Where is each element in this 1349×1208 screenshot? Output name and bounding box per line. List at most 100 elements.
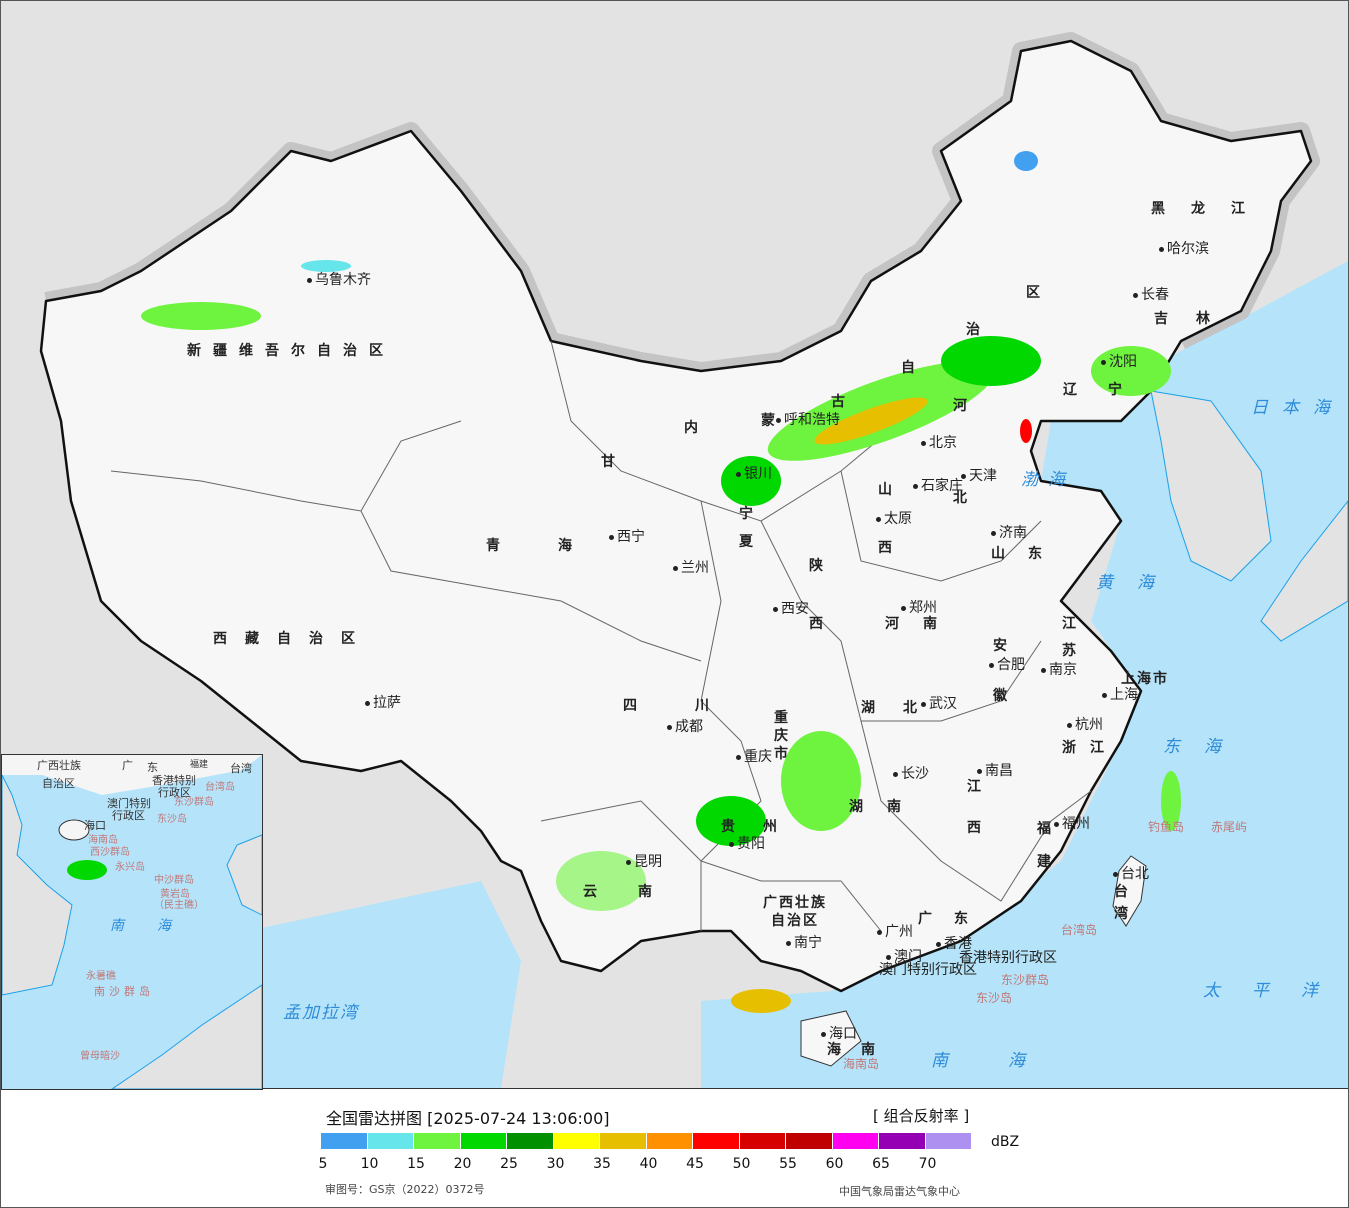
inset-label: 中沙群岛: [154, 875, 194, 886]
province-label: 江: [1090, 740, 1116, 756]
province-label: 川: [695, 698, 721, 714]
city-label[interactable]: 重庆: [736, 746, 772, 766]
city-label[interactable]: 武汉: [921, 693, 957, 713]
product-name: [ 组合反射率 ]: [873, 1107, 970, 1125]
color-scale-tick-label: 15: [407, 1156, 425, 1172]
city-label[interactable]: 台北: [1113, 863, 1149, 883]
city-label[interactable]: 福州: [1054, 813, 1090, 833]
city-label[interactable]: 北京: [921, 432, 957, 452]
inset-label: 东沙群岛: [174, 797, 214, 808]
city-label[interactable]: 拉萨: [365, 692, 401, 712]
city-label[interactable]: 贵阳: [729, 833, 765, 853]
island-label: 台湾岛: [1061, 923, 1098, 937]
color-scale-segment: [507, 1133, 554, 1149]
city-label[interactable]: 兰州: [673, 557, 709, 577]
province-label: 黑: [1151, 201, 1177, 217]
province-label: 龙: [1191, 201, 1217, 217]
inset-label: 广: [122, 759, 133, 772]
color-scale-tick-label: 30: [546, 1156, 565, 1172]
province-label: 江: [1231, 201, 1257, 217]
color-scale-segment: [693, 1133, 740, 1149]
province-label: 区: [1026, 285, 1052, 301]
sea-label: 孟加拉湾: [283, 1003, 359, 1023]
island-label: 东沙岛: [976, 991, 1013, 1005]
city-label[interactable]: 石家庄: [913, 475, 963, 495]
city-label[interactable]: 沈阳: [1101, 351, 1137, 371]
province-label: 海: [558, 538, 584, 554]
color-scale-segment: [553, 1133, 600, 1149]
color-scale-segment: [600, 1133, 647, 1149]
city-label[interactable]: 南昌: [977, 760, 1013, 780]
city-label[interactable]: 哈尔滨: [1159, 238, 1209, 258]
city-label[interactable]: 广州: [877, 921, 913, 941]
province-label: 山: [878, 482, 904, 498]
city-label[interactable]: 长春: [1133, 284, 1169, 304]
color-scale-tick-label: 70: [918, 1156, 937, 1172]
city-label[interactable]: 杭州: [1067, 714, 1103, 734]
color-scale-tick-label: 10: [360, 1156, 379, 1172]
province-label: 新疆维吾尔自治区: [187, 343, 395, 359]
province-label: 山: [991, 546, 1017, 562]
color-scale-tick-label: 25: [500, 1156, 518, 1172]
province-label: 市: [774, 746, 800, 762]
province-label: 南: [638, 884, 664, 900]
radar-map[interactable]: 新疆维吾尔自治区 西藏自治区 青 海 甘 内 蒙 古 自 治 区 黑 龙 江 吉…: [1, 1, 1349, 1090]
city-label[interactable]: 乌鲁木齐: [307, 269, 371, 289]
city-label[interactable]: 昆明: [626, 851, 662, 871]
color-scale-tick-label: 20: [453, 1156, 472, 1172]
province-label: 福: [1037, 821, 1063, 837]
sea-bay-of-bengal: [201, 881, 521, 1088]
city-label[interactable]: 长沙: [893, 763, 929, 783]
city-label[interactable]: 银川: [736, 463, 772, 483]
hk-label: 香港特别行政区: [959, 950, 1057, 966]
color-scale-tick-label: 45: [686, 1156, 704, 1172]
japan-land: [1260, 500, 1348, 642]
city-label[interactable]: 西安: [773, 598, 809, 618]
city-label[interactable]: 太原: [876, 508, 912, 528]
city-label[interactable]: 南宁: [786, 932, 822, 952]
color-scale-segment: [460, 1133, 507, 1149]
province-label: 安: [993, 638, 1019, 654]
inset-label: 海南岛: [88, 835, 118, 846]
province-label: 湾: [1114, 906, 1140, 922]
city-label[interactable]: 西宁: [609, 526, 645, 546]
province-label: 广: [918, 911, 944, 927]
color-scale-tick-label: 60: [825, 1156, 844, 1172]
province-label: 建: [1037, 854, 1063, 870]
city-label[interactable]: 天津: [961, 465, 997, 485]
province-label: 浙: [1062, 740, 1088, 756]
inset-label: 海口: [84, 819, 106, 832]
province-label: 贵: [721, 819, 747, 835]
color-scale-segment: [925, 1133, 972, 1149]
city-label[interactable]: 呼和浩特: [776, 409, 840, 429]
city-label[interactable]: 成都: [667, 716, 703, 736]
province-label: 吉: [1154, 311, 1180, 327]
province-label: 河: [885, 616, 911, 632]
province-label: 云: [583, 884, 609, 900]
color-scale-tick-label: 65: [872, 1156, 890, 1172]
city-label[interactable]: 香港: [936, 933, 972, 953]
city-label[interactable]: 海口: [821, 1023, 857, 1043]
province-label: 江: [967, 779, 993, 795]
city-label[interactable]: 济南: [991, 522, 1027, 542]
province-label: 上海市: [1121, 671, 1169, 687]
inset-label: 行政区: [158, 786, 191, 799]
color-scale-tick-label: 35: [593, 1156, 611, 1172]
sea-label: 太平洋: [1203, 981, 1349, 1001]
province-label: 治: [966, 322, 992, 338]
legend-title: 全国雷达拼图 [2025-07-24 13:06:00]: [326, 1109, 610, 1128]
city-label[interactable]: 上海: [1102, 684, 1138, 704]
city-label[interactable]: 合肥: [989, 654, 1025, 674]
korea-land: [1150, 390, 1272, 582]
inset-label: 福建: [190, 760, 209, 770]
province-label: 林: [1196, 311, 1222, 327]
city-label[interactable]: 南京: [1041, 659, 1077, 679]
color-scale-tick-label: 55: [779, 1156, 797, 1172]
radar-echoes: [141, 151, 1181, 1013]
city-label[interactable]: 郑州: [901, 597, 937, 617]
city-label[interactable]: 澳门: [886, 946, 922, 966]
color-scale-bar: [321, 1133, 972, 1149]
province-label: 夏: [739, 534, 765, 550]
sea-label: 东海: [1163, 737, 1245, 757]
